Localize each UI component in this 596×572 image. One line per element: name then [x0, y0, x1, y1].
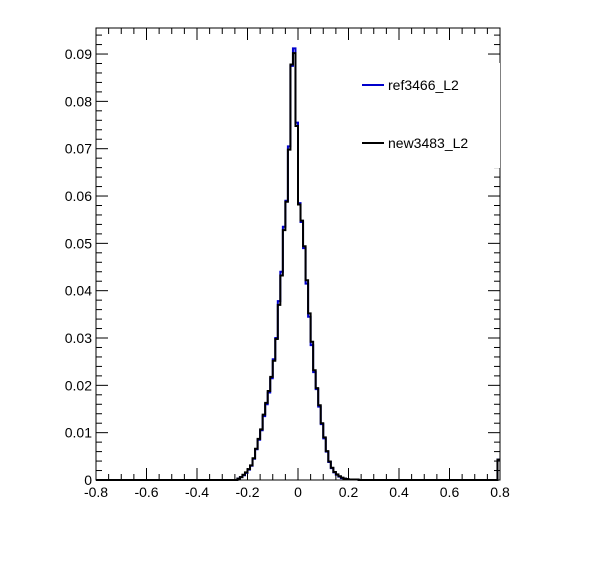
x-tick-label: -0.2: [235, 484, 259, 500]
y-tick-label: 0.07: [65, 141, 92, 157]
y-tick-label: 0.01: [65, 425, 92, 441]
x-tick-label: 0.4: [389, 484, 409, 500]
x-tick-label: -0.8: [84, 484, 108, 500]
x-tick-label: 0.6: [440, 484, 460, 500]
y-tick-label: 0: [84, 472, 92, 488]
plot-frame: [95, 27, 501, 481]
legend-label-new3483: new3483_L2: [388, 135, 468, 151]
legend-box: [358, 63, 500, 168]
y-tick-label: 0.04: [65, 283, 92, 299]
legend: ref3466_L2 new3483_L2: [358, 63, 500, 168]
x-tick-label: -0.4: [185, 484, 209, 500]
x-tick-label: 0.2: [339, 484, 359, 500]
legend-label-ref3466: ref3466_L2: [388, 77, 459, 93]
y-tick-label: 0.09: [65, 46, 92, 62]
x-tick-label: 0: [294, 484, 302, 500]
series-line-new3483_L2: [96, 52, 500, 481]
y-tick-label: 0.03: [65, 330, 92, 346]
series-group: [96, 47, 500, 481]
y-tick-label: 0.02: [65, 377, 92, 393]
x-tick-label: -0.6: [134, 484, 158, 500]
x-tick-label: 0.8: [490, 484, 510, 500]
y-tick-label: 0.08: [65, 93, 92, 109]
y-tick-label: 0.05: [65, 235, 92, 251]
axes: -0.8 -0.6 -0.4 -0.2 0 0.2 0.4 0.6 0.8 0 0.01 0.02 0.…: [65, 28, 510, 500]
y-tick-label: 0.06: [65, 188, 92, 204]
